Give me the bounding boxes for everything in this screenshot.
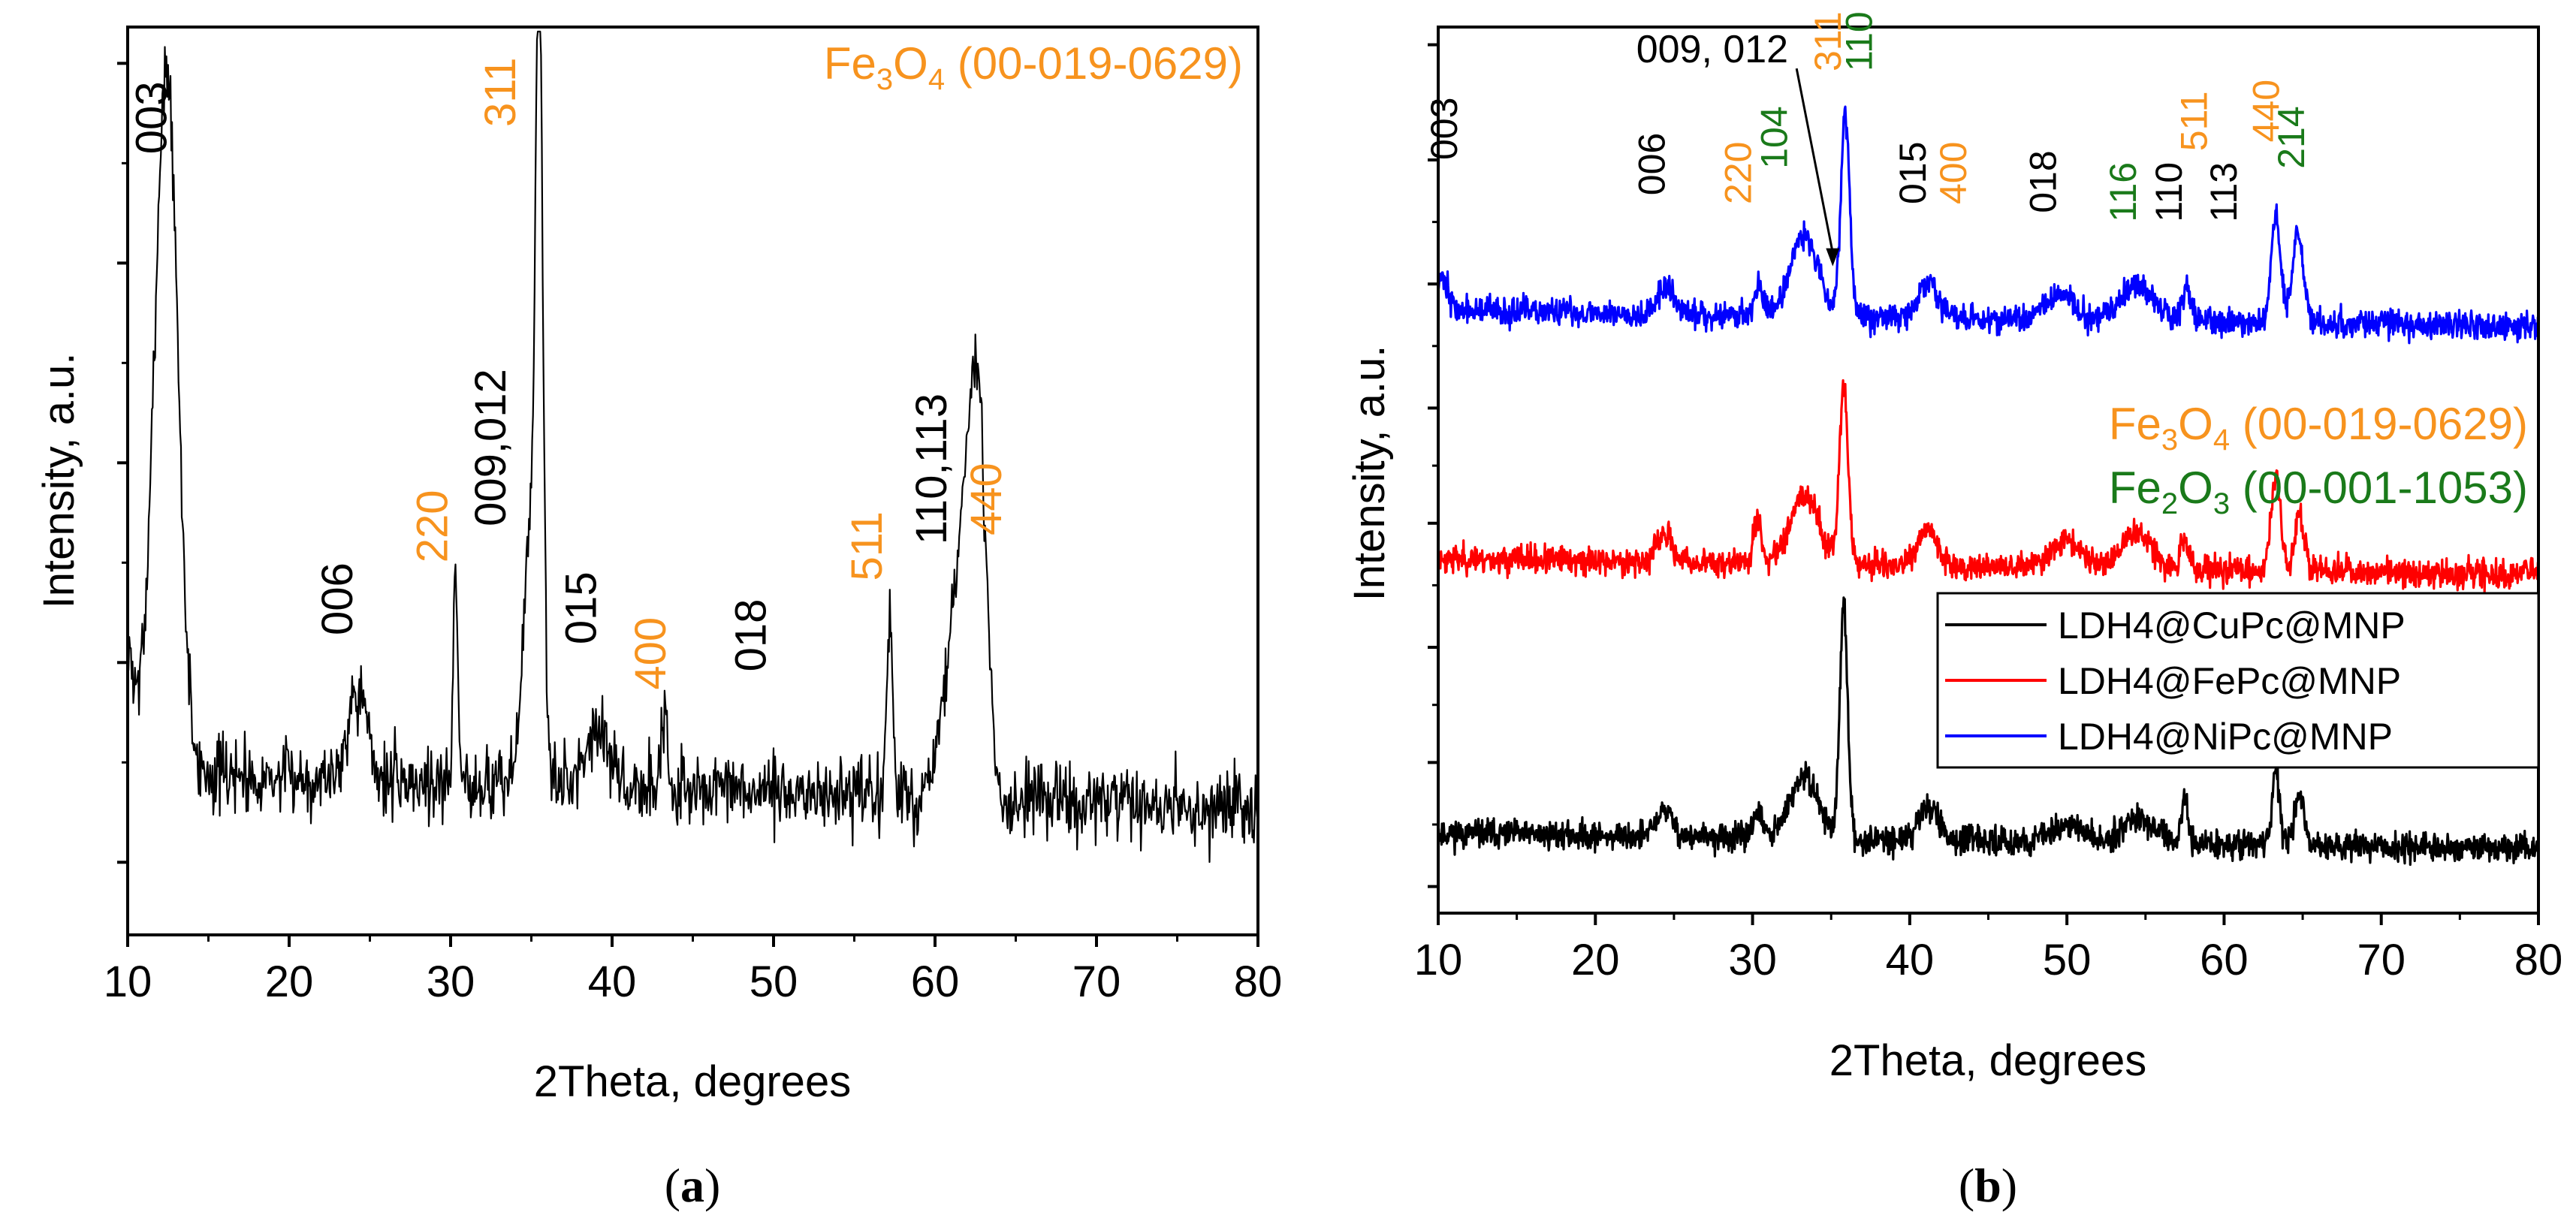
peak-label: 110 <box>1838 11 1881 71</box>
x-tick-label: 50 <box>750 957 798 1006</box>
peak-label: 006 <box>1630 133 1673 195</box>
x-tick-label: 20 <box>265 957 314 1006</box>
panel-b-caption-open: ( <box>1959 1159 1974 1212</box>
panel-a-x-axis-label: 2Theta, degrees <box>534 1057 851 1106</box>
panel-a-y-axis-label: Intensity, a.u. <box>35 353 83 609</box>
peak-label: 400 <box>626 617 675 690</box>
x-tick-label: 30 <box>427 957 475 1006</box>
peak-label: 440 <box>962 463 1011 535</box>
panel-a-traces <box>126 30 1259 864</box>
x-tick-label: 10 <box>1414 936 1463 984</box>
peak-label: 511 <box>843 511 891 580</box>
peak-label: 116 <box>2102 162 2144 222</box>
peak-label: 009,012 <box>466 369 515 526</box>
series-line-ldh4-cupc-mnp <box>1437 596 2540 867</box>
peak-label: 511 <box>2173 91 2215 151</box>
panel-a-phase-labels: Fe3​O4​ (00-019-0629) <box>824 38 1243 96</box>
peak-label: 400 <box>1932 142 1974 204</box>
phase-label: Fe3​O4​ (00-019-0629) <box>2109 399 2528 457</box>
panel-b-caption: (b) <box>1959 1159 2017 1212</box>
peak-label: 015 <box>1892 142 1934 204</box>
peak-label: 018 <box>726 599 775 672</box>
x-tick-label: 70 <box>2357 936 2406 984</box>
arrow-line <box>1795 68 1834 253</box>
peak-label: 214 <box>2270 106 2312 168</box>
peak-label: 110 <box>2148 162 2190 222</box>
panel-a-frame <box>126 26 1259 936</box>
peak-label: 003 <box>128 82 176 155</box>
x-tick-label: 80 <box>2514 936 2563 984</box>
legend-label: LDH4@NiPc@MNP <box>2058 716 2393 758</box>
panel-a-chart: 10 20 30 40 50 60 70 80 003 311 220 006 009,012 015 4… <box>35 26 1283 1212</box>
panel-b-x-ticks: 10 20 30 40 50 60 70 80 <box>1414 913 2563 984</box>
x-tick-label: 20 <box>1571 936 1620 984</box>
panel-b-arrow-annotation: 009, 012 <box>1636 28 1840 267</box>
panel-b-caption-letter: b <box>1974 1159 2001 1212</box>
peak-label: 015 <box>557 571 606 644</box>
peak-label: 311 <box>1807 11 1849 71</box>
arrow-head <box>1826 248 1840 267</box>
x-tick-label: 60 <box>911 957 960 1006</box>
panel-a-caption-letter: a <box>680 1159 704 1212</box>
peak-label: 311 <box>476 58 525 127</box>
peak-label: 220 <box>1718 142 1760 204</box>
panel-b-phase-labels: Fe3​O4​ (00-019-0629) Fe2​O3​ (00-001-105… <box>2109 399 2528 520</box>
phase-label: Fe3​O4​ (00-019-0629) <box>824 38 1243 96</box>
panel-a-caption-open: ( <box>665 1159 680 1212</box>
legend-label: LDH4@CuPc@MNP <box>2058 604 2406 647</box>
panel-b-legend: LDH4@CuPc@MNP LDH4@FePc@MNP LDH4@NiPc@MNP <box>1936 592 2540 769</box>
series-line-ldh4-nipc-mnp <box>1437 105 2540 345</box>
peak-label: 006 <box>313 562 362 635</box>
panel-a-y-ticks <box>117 62 128 864</box>
peak-label: 110,113 <box>907 393 956 544</box>
panel-a-caption-close: ) <box>704 1159 720 1212</box>
x-tick-label: 60 <box>2200 936 2249 984</box>
panel-b-caption-close: ) <box>2001 1159 2017 1212</box>
x-tick-label: 40 <box>1886 936 1935 984</box>
peak-label: 018 <box>2022 150 2065 213</box>
x-tick-label: 10 <box>104 957 152 1006</box>
peak-label: 113 <box>2203 162 2245 222</box>
x-tick-label: 80 <box>1234 957 1283 1006</box>
peak-label: 104 <box>1754 106 1796 168</box>
panel-b-x-axis-label: 2Theta, degrees <box>1829 1036 2146 1085</box>
panel-b-y-ticks <box>1428 43 1438 888</box>
peak-label: 220 <box>409 490 457 563</box>
panel-a-caption: (a) <box>665 1159 721 1212</box>
panel-a-x-ticks: 10 20 30 40 50 60 70 80 <box>104 935 1283 1006</box>
series-line-ldh4-mnp <box>126 30 1259 864</box>
panel-a-peak-labels: 003 311 220 006 009,012 015 400 018 511 110,113 44… <box>128 58 1011 690</box>
peak-label: 003 <box>1423 98 1465 160</box>
phase-label: Fe2​O3​ (00-001-1053) <box>2109 463 2528 520</box>
arrow-label: 009, 012 <box>1636 28 1788 71</box>
series-line-ldh4-fepc-mnp <box>1437 379 2540 593</box>
panel-b-y-axis-label: Intensity, a.u. <box>1345 345 1394 601</box>
x-tick-label: 70 <box>1072 957 1121 1006</box>
x-tick-label: 50 <box>2043 936 2092 984</box>
x-tick-label: 30 <box>1728 936 1777 984</box>
legend-label: LDH4@FePc@MNP <box>2058 660 2401 702</box>
x-tick-label: 40 <box>588 957 637 1006</box>
panel-b-traces <box>1437 105 2540 867</box>
peak-label: 440 <box>2246 80 2288 142</box>
